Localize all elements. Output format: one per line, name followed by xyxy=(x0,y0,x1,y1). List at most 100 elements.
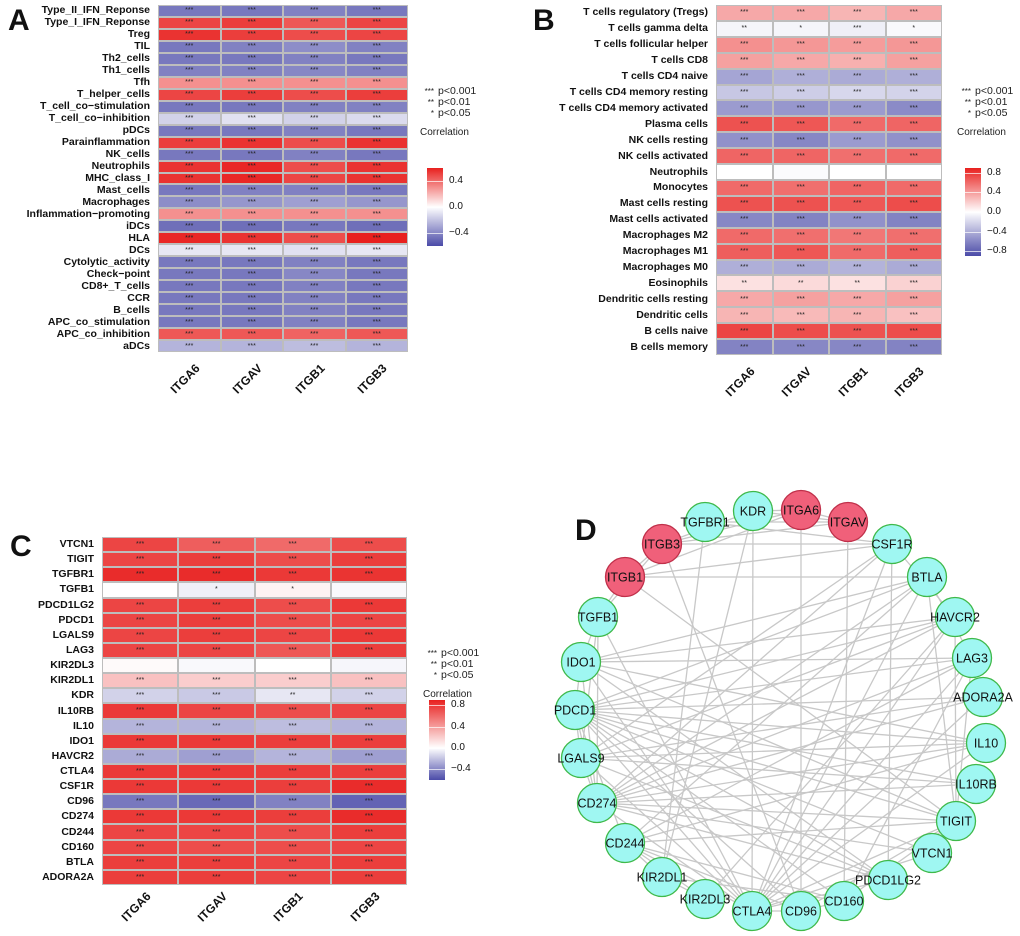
heatmap-cell: *** xyxy=(330,567,407,583)
heatmap-cell xyxy=(102,658,179,674)
heatmap-cell: *** xyxy=(254,794,331,810)
heatmap-cell: *** xyxy=(829,180,886,196)
heatmap-cell: *** xyxy=(772,195,829,212)
network-edge xyxy=(574,709,977,785)
heatmap-cell: *** xyxy=(178,703,255,719)
color-scale-tick-mark xyxy=(429,748,445,749)
heatmap-cell: *** xyxy=(102,612,179,628)
heatmap-cell: *** xyxy=(254,824,331,840)
row-label: T_cell_co−stimulation xyxy=(40,100,150,113)
heatmap-cell: *** xyxy=(178,748,255,764)
color-scale-tick-mark xyxy=(427,207,443,208)
heatmap-cell: *** xyxy=(829,148,886,165)
node-label: KIR2DL1 xyxy=(637,871,688,885)
node-label: KIR2DL3 xyxy=(680,893,731,907)
network-edge xyxy=(580,657,973,663)
heatmap-cell: *** xyxy=(345,52,408,65)
heatmap-cell: *** xyxy=(220,280,283,293)
heatmap-cell: *** xyxy=(283,88,346,101)
color-scale-tick-mark xyxy=(427,181,443,182)
row-label: T cells CD8 xyxy=(651,54,708,67)
heatmap-cell: *** xyxy=(178,869,255,885)
heatmap-cell: *** xyxy=(330,718,407,734)
heatmap-cell: *** xyxy=(220,316,283,329)
node-label: VTCN1 xyxy=(912,847,953,861)
heatmap-cell: *** xyxy=(885,195,942,212)
heatmap-cell: *** xyxy=(283,292,346,305)
heatmap-cell: *** xyxy=(102,779,179,795)
heatmap-cell: *** xyxy=(345,244,408,257)
panel-label-a: A xyxy=(8,4,30,37)
heatmap-cell: *** xyxy=(283,208,346,221)
row-label: pDCs xyxy=(122,124,150,137)
heatmap-cell: *** xyxy=(178,839,255,855)
row-label: Mast cells resting xyxy=(619,197,708,210)
row-label: Macrophages M0 xyxy=(622,261,708,273)
color-scale-tick-mark xyxy=(965,192,981,194)
heatmap-cell: *** xyxy=(102,703,179,719)
node-circle xyxy=(641,523,683,565)
heatmap-cell: *** xyxy=(254,733,331,749)
significance-legend-item: * p<0.05 xyxy=(420,108,476,119)
row-label: KIR2DL3 xyxy=(50,659,94,672)
color-scale-tick: 0.4 xyxy=(451,720,465,732)
node-circle xyxy=(604,556,646,598)
row-label: NK cells activated xyxy=(618,149,708,162)
heatmap-cell: *** xyxy=(829,243,886,260)
network-edge xyxy=(580,742,987,759)
heatmap-cell xyxy=(178,658,255,674)
heatmap-cell: *** xyxy=(158,148,221,161)
node-circle xyxy=(554,689,596,731)
heatmap-cell: *** xyxy=(330,537,407,553)
heatmap-cell: *** xyxy=(254,839,331,855)
heatmap-cell: *** xyxy=(283,220,346,233)
heatmap-cell: *** xyxy=(220,268,283,281)
row-label: Inflammation−promoting xyxy=(26,207,150,220)
heatmap-cell: *** xyxy=(254,567,331,583)
heatmap-cell: *** xyxy=(220,208,283,221)
network-node: VTCN1 xyxy=(912,832,953,874)
heatmap-cell: *** xyxy=(178,673,255,689)
heatmap-cell: *** xyxy=(829,84,886,101)
node-circle xyxy=(871,523,913,565)
network-edge xyxy=(661,509,802,545)
significance-stars: ** xyxy=(964,98,971,107)
color-scale-tick-mark xyxy=(965,172,981,174)
node-label: ITGA6 xyxy=(783,504,819,518)
heatmap-cell: *** xyxy=(772,116,829,133)
heatmap-cell: *** xyxy=(283,160,346,173)
significance-stars: ** xyxy=(430,660,437,669)
heatmap-cell: *** xyxy=(254,748,331,764)
network-edge xyxy=(580,661,753,912)
heatmap-cell xyxy=(102,582,179,598)
network-edge xyxy=(574,709,933,854)
heatmap-cell: *** xyxy=(345,40,408,53)
heatmap-cell: *** xyxy=(345,28,408,41)
significance-legend-item: ** p<0.01 xyxy=(420,97,476,108)
node-label: PDCD1 xyxy=(554,704,596,718)
heatmap-cell: *** xyxy=(330,779,407,795)
node-circle xyxy=(951,637,993,679)
heatmap-cell: *** xyxy=(283,76,346,89)
heatmap-cell: *** xyxy=(158,256,221,269)
legend-title: Correlation xyxy=(957,127,1006,138)
heatmap-cell: *** xyxy=(283,316,346,329)
row-label: NK cells resting xyxy=(628,133,708,146)
color-scale-tick: 0.4 xyxy=(987,186,1001,198)
row-label: LAG3 xyxy=(65,643,94,656)
row-label: TIGIT xyxy=(67,553,94,566)
network-edge xyxy=(661,521,849,545)
heatmap-cell: *** xyxy=(345,160,408,173)
network-edge xyxy=(596,802,933,854)
color-scale-tick: −0.4 xyxy=(987,225,1007,237)
row-label: T cells follicular helper xyxy=(594,38,708,51)
heatmap-cell: *** xyxy=(158,244,221,257)
heatmap-cell xyxy=(885,164,942,180)
heatmap-cell: *** xyxy=(178,627,255,643)
heatmap-cell: *** xyxy=(283,112,346,125)
heatmap-cell: *** xyxy=(885,339,942,355)
heatmap-cell: *** xyxy=(283,268,346,281)
row-label: TIL xyxy=(134,40,150,53)
heatmap-cell: *** xyxy=(283,16,346,29)
heatmap-cell: *** xyxy=(283,340,346,352)
